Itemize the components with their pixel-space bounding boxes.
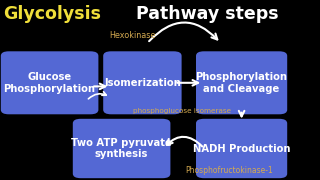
Text: Phosphorylation
and Cleavage: Phosphorylation and Cleavage bbox=[196, 72, 288, 94]
FancyBboxPatch shape bbox=[103, 51, 182, 114]
Text: Glucose
Phosphorylation: Glucose Phosphorylation bbox=[4, 72, 96, 94]
FancyBboxPatch shape bbox=[196, 51, 287, 114]
Text: Phosphofructokinase-1: Phosphofructokinase-1 bbox=[186, 166, 273, 175]
Text: NADH Production: NADH Production bbox=[193, 143, 290, 154]
Text: Two ATP pyruvate
synthesis: Two ATP pyruvate synthesis bbox=[71, 138, 172, 159]
Text: Isomerization: Isomerization bbox=[104, 78, 181, 88]
Text: phosphoglucose isomerase: phosphoglucose isomerase bbox=[133, 108, 231, 114]
FancyBboxPatch shape bbox=[196, 119, 287, 178]
FancyBboxPatch shape bbox=[73, 119, 170, 178]
Text: Glycolysis: Glycolysis bbox=[3, 5, 101, 23]
FancyBboxPatch shape bbox=[1, 51, 99, 114]
Text: Pathway steps: Pathway steps bbox=[130, 5, 284, 23]
Text: Hexokinase: Hexokinase bbox=[109, 31, 155, 40]
